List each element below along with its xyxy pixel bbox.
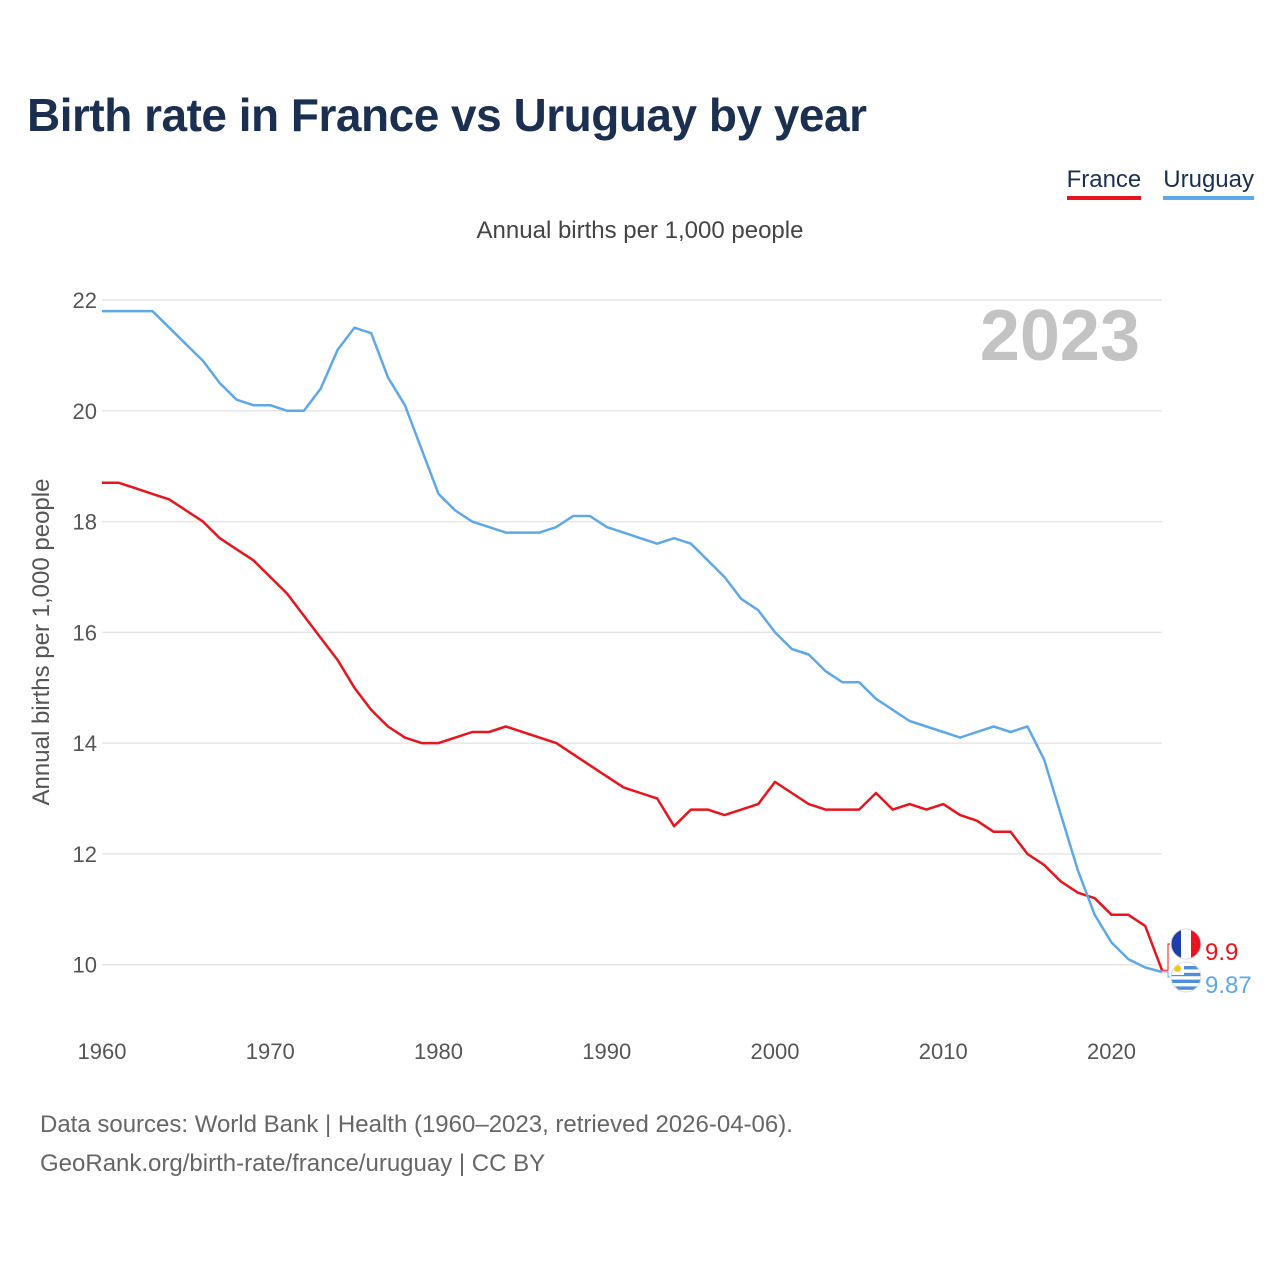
y-tick-label: 12 [73,842,97,867]
y-ticks: 10 12 14 16 18 20 22 [73,288,97,978]
end-labels: 9.9 9.87 [1162,928,1252,999]
leader-line [1162,971,1170,978]
x-tick-label: 1960 [78,1039,127,1064]
leader-line [1162,943,1170,971]
legend-item-france[interactable]: France [1066,166,1142,200]
y-tick-label: 14 [73,731,97,756]
y-tick-label: 20 [73,399,97,424]
legend: France Uruguay [1066,166,1254,200]
footer-url[interactable]: GeoRank.org/birth-rate/france/uruguay | … [40,1150,546,1177]
x-tick-label: 1980 [414,1039,463,1064]
x-tick-label: 2020 [1087,1039,1136,1064]
series-lines [102,309,1164,974]
x-tick-label: 1990 [582,1039,631,1064]
x-tick-label: 2000 [751,1039,800,1064]
legend-item-uruguay[interactable]: Uruguay [1163,166,1254,200]
y-tick-label: 10 [73,953,97,978]
france-flag-icon [1170,928,1202,960]
uruguay-flag-icon [1170,961,1202,993]
x-tick-label: 1970 [246,1039,295,1064]
y-tick-label: 18 [73,510,97,535]
footer-sources: Data sources: World Bank | Health (1960–… [40,1111,793,1138]
chart-subtitle: Annual births per 1,000 people [476,217,804,244]
y-tick-label: 16 [73,620,97,645]
year-watermark: 2023 [980,296,1140,376]
grid-lines [102,299,1162,966]
footer: Data sources: World Bank | Health (1960–… [40,1105,793,1183]
x-tick-label: 2010 [919,1039,968,1064]
y-tick-label: 22 [73,288,97,313]
uruguay-end-value: 9.87 [1205,972,1252,999]
x-ticks: 1960 1970 1980 1990 2000 2010 2020 [78,1039,1136,1064]
series-line-uruguay [102,309,1163,974]
series-line-france [102,481,1164,971]
france-end-value: 9.9 [1205,939,1238,966]
chart-title: Birth rate in France vs Uruguay by year [27,89,867,141]
